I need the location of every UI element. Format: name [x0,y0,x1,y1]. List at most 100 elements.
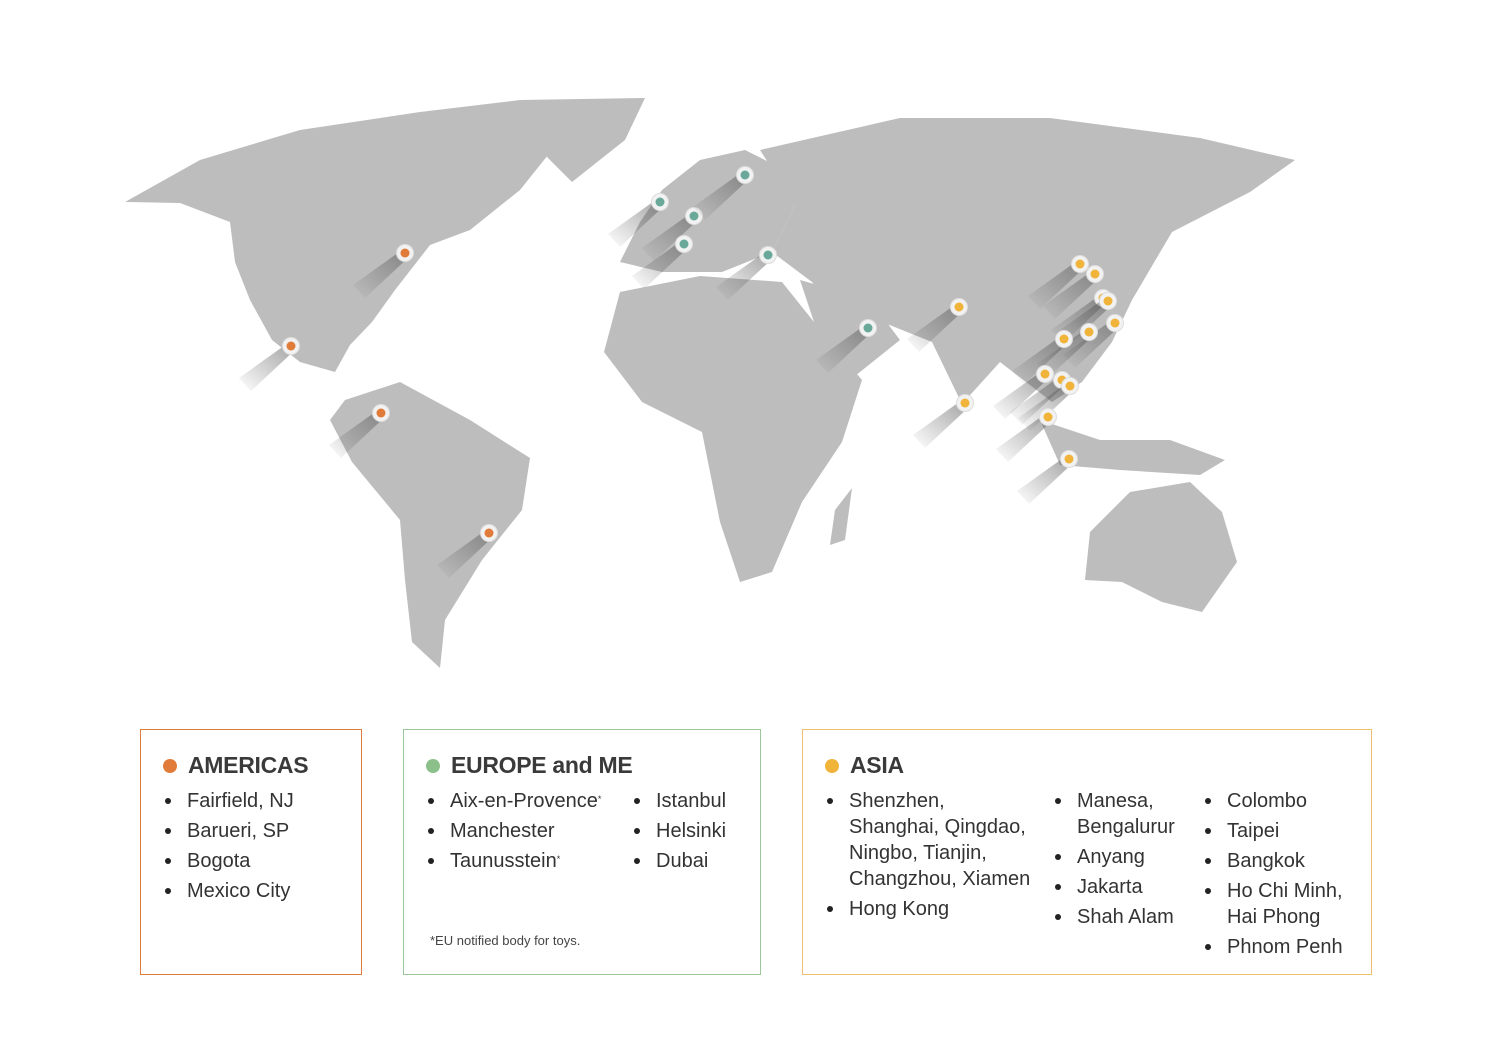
list-item: Phnom Penh [1203,934,1363,960]
pin-dot [1043,412,1053,422]
list-item: Shah Alam [1053,904,1193,930]
pin-dot [954,302,964,312]
list-item: Anyang [1053,844,1193,870]
pin-dot [286,341,296,351]
asia-heading: ASIA [825,752,904,779]
europe-title: EUROPE and ME [451,752,633,778]
pin-shadow [353,250,409,298]
pin-shadow [993,371,1049,419]
arabia [800,280,900,380]
asia-list-3: Colombo Taipei Bangkok Ho Chi Minh, Hai … [1203,788,1363,964]
list-item: Taipei [1203,818,1363,844]
pin-dot [484,528,494,538]
pin-shadow [716,252,772,300]
location-pin [329,404,390,458]
europe-list-2: Istanbul Helsinki Dubai [632,788,726,878]
pin-dot [655,197,665,207]
pin-dot [1065,381,1075,391]
asia-title: ASIA [850,752,904,778]
pin-shadow [608,199,664,247]
asia-list-1: Shenzhen, Shanghai, Qingdao, Ningbo, Tia… [825,788,1035,926]
pin-shadow [437,530,493,578]
list-item: Ho Chi Minh, Hai Phong [1203,878,1363,930]
europe-legend: EUROPE and ME Aix-en-Provence* Mancheste… [403,729,761,975]
north-america [125,100,560,372]
pin-dot [1075,259,1085,269]
list-item: Mexico City [163,878,294,904]
americas-list: Fairfield, NJ Barueri, SP Bogota Mexico … [163,788,294,908]
location-pin [1018,377,1079,431]
pin-dot [376,408,386,418]
list-item: Taunusstein* [426,848,601,874]
pin-shadow [1017,456,1073,504]
australia [1085,482,1237,612]
pin-shadow [1018,383,1074,431]
list-item: Bangkok [1203,848,1363,874]
location-pin [632,235,693,289]
pin-shadow [1010,377,1066,425]
location-pin [1017,450,1078,504]
pin-dot [1040,369,1050,379]
list-item: Aix-en-Provence* [426,788,601,814]
location-pin [716,246,777,300]
pin-dot [400,248,410,258]
madagascar [830,488,852,545]
asia [760,118,1295,404]
location-pin [1043,265,1104,319]
location-pin [437,524,498,578]
pin-dot [863,323,873,333]
location-pin [913,394,974,448]
pin-dot [1064,454,1074,464]
location-pin [816,319,877,373]
pin-dot [1110,318,1120,328]
location-pin [642,207,703,261]
pin-shadow [996,414,1052,462]
location-pin [693,166,754,220]
list-item: Bogota [163,848,294,874]
location-pin [1063,314,1124,368]
pin-dot [740,170,750,180]
list-item: Fairfield, NJ [163,788,294,814]
list-item: Jakarta [1053,874,1193,900]
list-item: Helsinki [632,818,726,844]
europe-heading: EUROPE and ME [426,752,633,779]
pin-shadow [1028,261,1084,309]
pin-dot [689,211,699,221]
list-item: Manesa, Bengalurur [1053,788,1193,840]
pin-shadow [816,325,872,373]
pin-shadow [1012,336,1068,384]
location-pin [1028,255,1089,309]
pin-shadow [913,400,969,448]
americas-legend: AMERICAS Fairfield, NJ Barueri, SP Bogot… [140,729,362,975]
pin-dot [679,239,689,249]
list-item: Dubai [632,848,726,874]
pin-dot [1059,334,1069,344]
americas-title: AMERICAS [188,752,309,778]
pin-shadow [1063,320,1119,368]
asia-legend: ASIA Shenzhen, Shanghai, Qingdao, Ningbo… [802,729,1372,975]
americas-dot-icon [163,758,177,773]
pin-shadow [329,410,385,458]
americas-heading: AMERICAS [163,752,309,779]
location-pin [1012,330,1073,384]
pin-dot [1090,269,1100,279]
pin-shadow [632,241,688,289]
pin-shadow [642,213,698,261]
pin-dot [960,398,970,408]
list-item: Barueri, SP [163,818,294,844]
pin-dot [763,250,773,260]
asia-dot-icon [825,758,839,773]
indonesia [1040,420,1225,475]
location-pin [1037,323,1098,377]
pin-shadow [1043,271,1099,319]
africa [604,276,862,582]
pin-shadow [907,304,963,352]
pin-dot [1084,327,1094,337]
world-map [125,98,1295,668]
pin-shadow [693,172,749,220]
asia-list-2: Manesa, Bengalurur Anyang Jakarta Shah A… [1053,788,1193,934]
list-item: Hong Kong [825,896,1035,922]
greenland [520,98,645,182]
location-pin [907,298,968,352]
location-pin [239,337,300,391]
